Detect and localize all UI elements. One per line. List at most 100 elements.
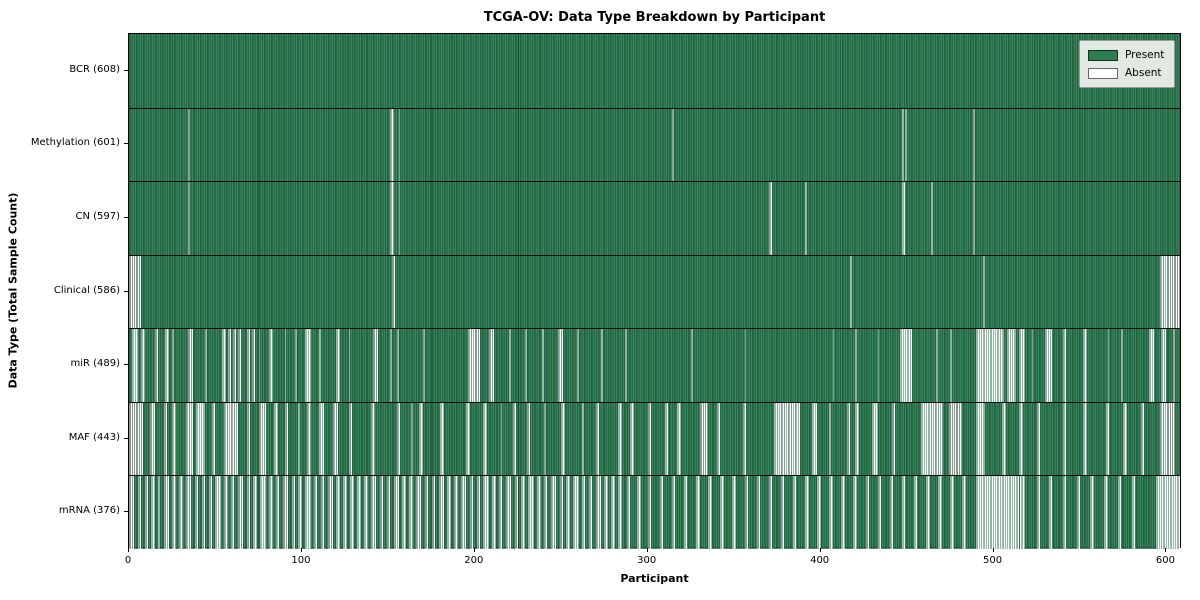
y-tick-mark [124, 216, 128, 218]
x-tick-label-0: 0 [124, 555, 132, 566]
absent-stripe [1019, 402, 1023, 476]
present-swatch [1088, 49, 1118, 61]
absent-stripe [1062, 329, 1067, 402]
absent-stripe [543, 476, 548, 549]
absent-stripe [1045, 329, 1053, 402]
absent-stripe [298, 476, 302, 549]
absent-stripe [865, 476, 870, 549]
absent-stripe [588, 476, 593, 549]
absent-stripe [1159, 402, 1176, 476]
absent-stripe [509, 329, 512, 402]
absent-stripe [350, 476, 354, 549]
legend-label-present: Present [1125, 49, 1165, 61]
absent-stripe [483, 476, 489, 549]
y-tick-label-BCR: BCR (608) [69, 63, 120, 75]
absent-stripe [1173, 329, 1176, 402]
absent-stripe [1019, 329, 1025, 402]
absent-stripe [144, 476, 148, 549]
absent-stripe [1107, 329, 1110, 402]
absent-stripe [260, 476, 266, 549]
absent-stripe [488, 329, 494, 402]
absent-stripe [165, 329, 169, 402]
y-tick-label-mRNA: mRNA (376) [58, 505, 120, 517]
absent-stripe [684, 476, 688, 549]
absent-stripe [137, 476, 142, 549]
absent-stripe [454, 476, 458, 549]
absent-stripe [476, 476, 480, 549]
heatmap-row-CN [129, 181, 1180, 255]
absent-stripe [390, 329, 392, 402]
absent-stripe [274, 402, 278, 476]
absent-stripe [397, 329, 399, 402]
absent-stripe [877, 476, 882, 549]
absent-stripe [976, 329, 1004, 402]
y-tick-mark [124, 364, 128, 366]
absent-stripe [905, 108, 908, 182]
legend: Present Absent [1079, 40, 1175, 88]
absent-stripe [336, 329, 340, 402]
absent-stripe [422, 329, 425, 402]
absent-stripe [386, 476, 391, 549]
absent-stripe [618, 402, 622, 476]
absent-stripe [647, 476, 652, 549]
absent-stripe [237, 329, 242, 402]
x-tick-label-600: 600 [1155, 555, 1175, 566]
absent-stripe [744, 329, 747, 402]
absent-stripe [976, 402, 985, 476]
absent-swatch [1088, 67, 1118, 79]
x-tick-mark [646, 548, 648, 552]
absent-stripe [505, 476, 512, 549]
absent-stripe [853, 476, 857, 549]
absent-stripe [129, 402, 143, 476]
absent-stripe [215, 476, 221, 549]
absent-stripe [269, 476, 273, 549]
absent-stripe [208, 476, 212, 549]
absent-stripe [566, 476, 570, 549]
absent-stripe [1104, 476, 1108, 549]
absent-stripe [431, 476, 436, 549]
absent-stripe [246, 476, 251, 549]
absent-stripe [671, 108, 674, 182]
absent-stripe [744, 476, 748, 549]
absent-stripe [936, 329, 939, 402]
heatmap-row-Methylation [129, 107, 1180, 182]
absent-stripe [205, 329, 207, 402]
absent-stripe [829, 476, 833, 549]
absent-stripe [410, 402, 413, 476]
absent-stripe [141, 329, 145, 402]
absent-stripe [371, 402, 375, 476]
absent-stripe [1062, 476, 1067, 549]
absent-stripe [526, 402, 531, 476]
absent-stripe [732, 476, 736, 549]
absent-stripe [336, 476, 340, 549]
absent-stripe [258, 402, 266, 476]
absent-stripe [931, 182, 933, 255]
absent-stripe [154, 329, 159, 402]
absent-stripe [829, 402, 831, 476]
absent-stripe [149, 402, 155, 476]
absent-stripe [601, 329, 603, 402]
heatmap-row-Clinical [129, 254, 1180, 329]
x-tick-label-200: 200 [464, 555, 484, 566]
absent-stripe [805, 476, 809, 549]
absent-stripe [269, 329, 273, 402]
absent-stripe [850, 255, 852, 329]
absent-stripe [550, 476, 557, 549]
absent-stripe [194, 476, 199, 549]
absent-stripe [841, 476, 845, 549]
absent-stripe [393, 476, 399, 549]
absent-stripe [1048, 476, 1053, 549]
absent-stripe [258, 329, 261, 402]
absent-stripe [528, 476, 534, 549]
x-tick-mark [128, 548, 129, 552]
heatmap-row-mRNA [129, 475, 1180, 549]
absent-stripe [483, 402, 487, 476]
absent-stripe [163, 476, 169, 549]
absent-stripe [1156, 476, 1180, 549]
absent-stripe [1123, 402, 1127, 476]
absent-stripe [561, 402, 565, 476]
absent-stripe [573, 476, 579, 549]
absent-stripe [891, 402, 895, 476]
absent-stripe [298, 402, 301, 476]
